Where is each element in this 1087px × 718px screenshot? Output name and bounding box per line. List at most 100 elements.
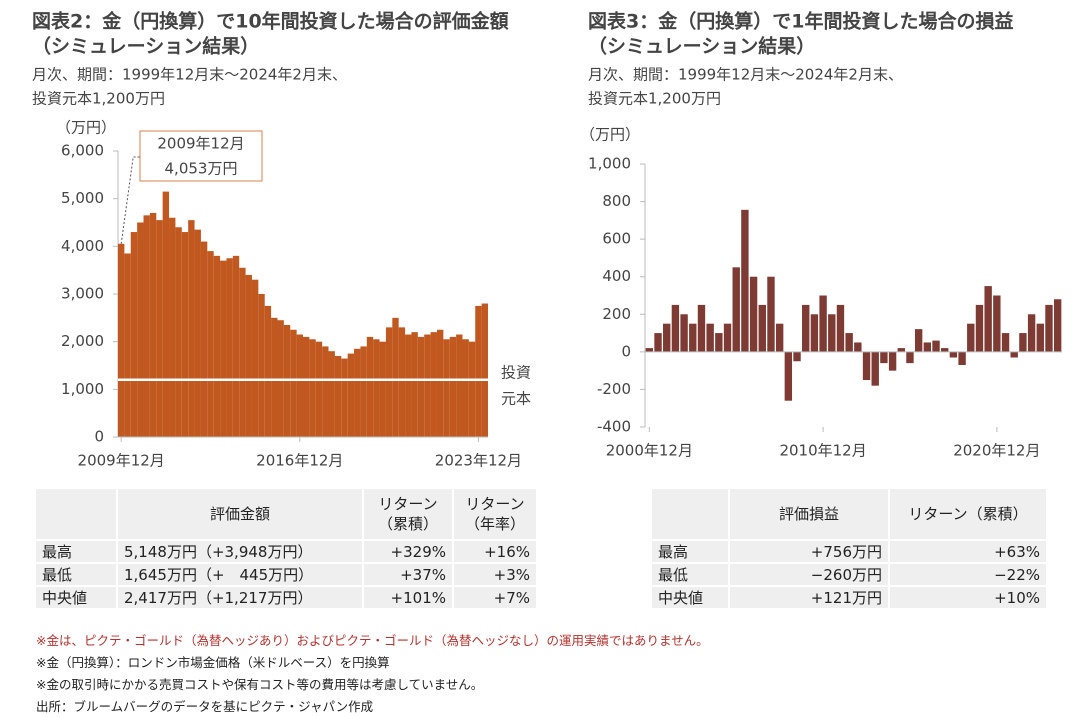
bar <box>424 334 431 437</box>
table-cell: +7% <box>452 585 538 610</box>
bar <box>828 314 836 352</box>
y-tick-label: 600 <box>602 230 631 248</box>
x-tick-label: 2020年12月 <box>953 442 1040 460</box>
table-cell: +329% <box>362 539 454 564</box>
bar <box>354 348 361 437</box>
bar <box>897 348 905 352</box>
y-tick-label: 1,000 <box>588 155 631 173</box>
header-blank <box>34 487 118 541</box>
bar <box>645 348 654 352</box>
bar <box>194 229 201 437</box>
bar <box>232 255 240 437</box>
table-cell: +101% <box>362 585 454 610</box>
bar <box>984 286 992 352</box>
bar <box>1027 314 1036 352</box>
y-tick-label: 2,000 <box>61 332 104 350</box>
annotation-box <box>139 130 263 182</box>
y-tick-label: -200 <box>597 380 631 398</box>
bar <box>162 191 170 437</box>
bar <box>334 355 342 437</box>
note: 出所：ブルームバーグのデータを基にピクテ・ジャパン作成 <box>36 699 374 714</box>
table-cell: 1,645万円（+ 445万円） <box>116 562 364 587</box>
bar <box>149 212 157 437</box>
bar <box>296 334 303 437</box>
bar <box>239 267 246 437</box>
bar <box>481 303 488 437</box>
chart-title: （シミュレーション結果） <box>588 35 815 58</box>
bar <box>993 295 1001 352</box>
bar <box>200 241 208 437</box>
bar <box>124 253 131 437</box>
bar <box>975 304 984 352</box>
bar <box>1019 333 1027 352</box>
y-tick-label: 6,000 <box>61 142 104 160</box>
bar <box>854 342 862 352</box>
bar <box>207 251 214 437</box>
bar <box>819 295 827 352</box>
bar <box>958 351 966 366</box>
y-tick-label: 0 <box>621 342 631 360</box>
bar <box>715 333 723 352</box>
note: ※金の取引時にかかる売買コストや保有コスト等の費用等は考慮していません。 <box>36 677 484 692</box>
bar <box>680 314 688 352</box>
bar <box>449 336 457 437</box>
bar <box>366 336 374 437</box>
chart-title: 図表3：金（円換算）で1年間投資した場合の損益 <box>588 10 1013 33</box>
table-cell: +63% <box>888 539 1048 564</box>
bar <box>226 258 233 437</box>
note: ※金（円換算）：ロンドン市場金価格（米ドルベース）を円換算 <box>36 655 390 670</box>
bar <box>949 351 958 358</box>
header-cell: リターン （累積） <box>362 487 454 541</box>
y-tick-label: 400 <box>602 267 631 285</box>
bar <box>871 351 879 386</box>
y-tick-label: 1,000 <box>61 380 104 398</box>
bar <box>436 329 444 437</box>
bar <box>775 323 784 352</box>
bar <box>836 304 845 352</box>
bar <box>385 327 393 437</box>
bar <box>379 341 386 437</box>
bar <box>697 304 706 352</box>
header-cell: 評価損益 <box>728 487 890 541</box>
bar <box>723 323 732 352</box>
bar <box>245 274 252 437</box>
bar <box>315 341 323 437</box>
chart-subtitle: 投資元本1,200万円 <box>588 90 721 108</box>
bar <box>290 329 297 437</box>
bar <box>967 323 975 352</box>
table-cell: +3% <box>452 562 538 587</box>
header-blank <box>650 487 730 541</box>
bar <box>732 267 740 352</box>
y-axis-label: （万円） <box>580 126 640 144</box>
table-cell: +10% <box>888 585 1048 610</box>
bar <box>143 215 150 437</box>
reference-label: 投資 <box>501 363 531 381</box>
reference-label: 元本 <box>501 389 531 407</box>
y-tick-label: 3,000 <box>61 285 104 303</box>
bar <box>328 351 335 437</box>
table-cell: +16% <box>452 539 538 564</box>
bar <box>468 341 476 437</box>
bar <box>347 353 355 437</box>
charts: 図表2：金（円換算）で10年間投資した場合の評価金額（シミュレーション結果）月次… <box>32 10 1062 470</box>
bar <box>1045 304 1053 352</box>
chart-subtitle: 投資元本1,200万円 <box>32 90 165 108</box>
row-label: 最低 <box>34 562 118 587</box>
bar <box>1001 333 1010 352</box>
bar <box>793 351 801 362</box>
bar <box>264 305 272 437</box>
bar <box>671 304 680 352</box>
bar <box>220 260 227 437</box>
row-label: 中央値 <box>34 585 118 610</box>
bar <box>932 340 940 352</box>
bar <box>475 305 482 437</box>
bar <box>341 358 348 437</box>
bar <box>880 351 888 364</box>
header-cell: リターン（累積） <box>888 487 1048 541</box>
bar <box>188 220 195 437</box>
table-cell: −22% <box>888 562 1048 587</box>
chart-subtitle: 月次、期間：1999年12月末～2024年2月末、 <box>588 66 903 84</box>
bar <box>906 351 914 364</box>
bar <box>137 222 144 437</box>
row-label: 最低 <box>650 562 730 587</box>
